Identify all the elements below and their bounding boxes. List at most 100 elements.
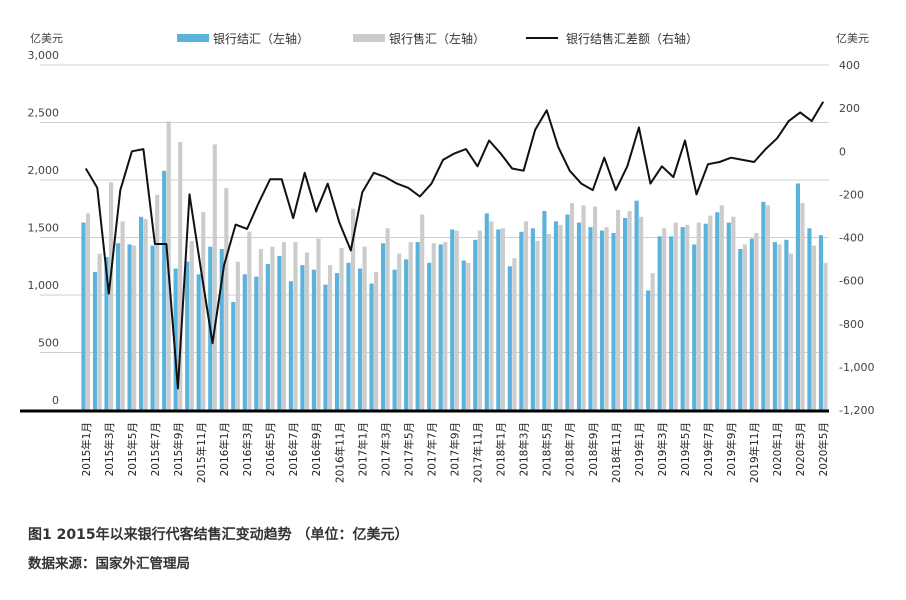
bar-settlement — [288, 281, 293, 410]
x-tick-label: 2019年5月 — [679, 422, 692, 476]
bar-sales — [489, 221, 494, 410]
bar-sales — [120, 221, 125, 410]
x-tick-label: 2017年11月 — [472, 422, 485, 483]
left-axis-tick-label: 3,000 — [28, 49, 60, 62]
bar-settlement — [657, 236, 662, 410]
x-tick-label: 2016年9月 — [310, 422, 323, 476]
bar-sales — [235, 261, 240, 410]
bar-settlement — [530, 228, 535, 410]
bar-sales — [178, 142, 183, 411]
x-tick-label: 2020年1月 — [771, 422, 784, 476]
bar-settlement — [231, 301, 236, 410]
bar-settlement — [553, 221, 559, 410]
x-tick-label: 2018年3月 — [518, 422, 531, 476]
bar-sales — [350, 208, 356, 410]
bar-settlement — [565, 214, 570, 410]
legend-label: 银行售汇（左轴） — [389, 31, 485, 46]
bar-settlement — [726, 222, 731, 410]
bar-settlement — [761, 201, 766, 410]
right-axis-tick-label: -400 — [839, 232, 864, 245]
legend-label: 银行结售汇差额（右轴） — [566, 31, 698, 46]
bar-settlement — [404, 259, 409, 410]
bar-sales — [535, 240, 540, 410]
bar-settlement — [81, 222, 86, 410]
bar-sales — [201, 212, 206, 410]
bar-settlement — [219, 249, 224, 410]
bar-settlement — [300, 265, 305, 410]
bar-settlement — [196, 274, 201, 410]
bar-sales — [431, 243, 436, 410]
left-axis-tick-label: 2,000 — [28, 164, 60, 177]
bar-settlement — [311, 269, 317, 410]
right-axis-tick-label: -1,200 — [839, 404, 874, 417]
bar-sales — [719, 205, 724, 410]
bar-settlement — [415, 242, 420, 410]
bar-settlement — [139, 216, 144, 410]
bar-settlement — [703, 223, 708, 410]
bar-settlement — [772, 242, 777, 410]
bar-sales — [293, 242, 298, 410]
legend: 银行结汇（左轴） 银行售汇（左轴） 银行结售汇差额（右轴） — [177, 31, 698, 46]
bar-sales — [109, 182, 114, 410]
left-axis-tick-label: 2,500 — [28, 107, 60, 120]
figure-caption: 图1 2015年以来银行代客结售汇变动趋势 （单位：亿美元） — [28, 527, 409, 543]
x-tick-label: 2016年5月 — [264, 422, 277, 476]
bar-sales — [512, 258, 517, 410]
bar-sales — [627, 211, 632, 410]
bar-sales — [408, 242, 413, 410]
x-tick-label: 2015年9月 — [172, 422, 185, 476]
bar-sales — [823, 262, 828, 410]
bar-sales — [155, 194, 160, 410]
bar-settlement — [127, 244, 132, 410]
x-tick-label: 2018年5月 — [541, 422, 554, 476]
bar-settlement — [496, 229, 501, 410]
bar-settlement — [346, 262, 351, 410]
bar-sales — [143, 219, 148, 410]
bar-sales — [523, 221, 528, 410]
bar-settlement — [646, 290, 651, 410]
bar-sales — [800, 203, 805, 410]
x-tick-label: 2020年3月 — [794, 422, 807, 476]
left-axis-tick-label: 1,000 — [28, 279, 60, 292]
bar-settlement — [622, 217, 628, 410]
bar-settlement — [473, 239, 478, 410]
bar-settlement — [265, 263, 270, 410]
bar-settlement — [519, 231, 524, 410]
bar-settlement — [669, 236, 674, 410]
bar-sales — [581, 205, 586, 410]
x-tick-label: 2018年1月 — [495, 422, 508, 476]
legend-swatch — [177, 34, 209, 42]
x-tick-label: 2018年9月 — [587, 422, 600, 476]
right-axis-tick-label: -600 — [839, 275, 864, 288]
bar-sales — [224, 188, 229, 410]
bar-settlement — [427, 262, 432, 410]
x-tick-label: 2018年7月 — [564, 422, 577, 476]
bar-sales — [500, 228, 505, 410]
bar-settlement — [254, 276, 259, 410]
bar-sales — [327, 265, 333, 410]
bar-sales — [477, 230, 482, 410]
x-tick-label: 2017年5月 — [402, 422, 415, 476]
bar-sales — [765, 205, 770, 410]
bar-settlement — [162, 170, 167, 410]
line-series — [84, 101, 825, 390]
bar-settlement — [599, 230, 605, 410]
x-tick-label: 2017年1月 — [356, 422, 369, 476]
bar-sales — [546, 234, 552, 410]
bar-settlement — [277, 255, 282, 410]
source-note: 数据来源：国家外汇管理局 — [28, 556, 190, 572]
bar-sales — [558, 224, 563, 410]
bar-settlement — [381, 243, 386, 410]
right-axis-tick-label: 0 — [839, 145, 846, 158]
bar-sales — [362, 246, 367, 410]
bar-sales — [247, 231, 252, 410]
bar-settlement — [680, 227, 685, 410]
left-axis-tick-label: 0 — [52, 394, 59, 407]
bar-settlement — [807, 228, 812, 410]
bar-settlement — [588, 227, 593, 410]
right-axis-tick-label: 400 — [839, 59, 860, 72]
bar-sales — [673, 222, 678, 410]
x-tick-label: 2018年11月 — [610, 422, 623, 483]
x-tick-label: 2015年1月 — [80, 422, 93, 476]
x-tick-label: 2019年7月 — [702, 422, 715, 476]
